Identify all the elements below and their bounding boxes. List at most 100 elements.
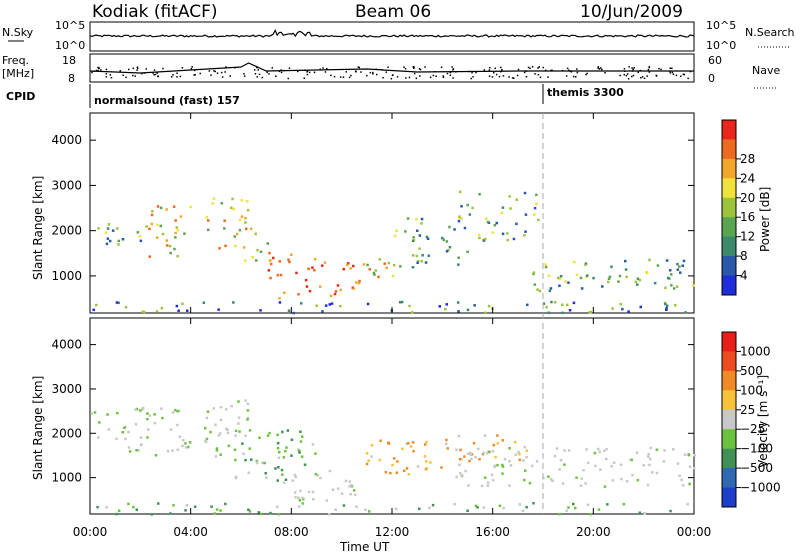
data-cell: [535, 460, 539, 463]
nave-point: [683, 73, 686, 76]
data-cell: [292, 311, 295, 315]
data-cell: [655, 448, 659, 451]
nave-point: [648, 66, 650, 69]
nave-point: [452, 68, 455, 70]
data-cell: [418, 507, 421, 511]
data-cell: [470, 457, 473, 461]
data-cell: [488, 450, 491, 454]
data-cell: [232, 301, 235, 304]
data-cell: [127, 502, 130, 506]
data-cell: [584, 482, 587, 485]
nave-point: [470, 77, 472, 80]
nave-point: [569, 70, 572, 72]
nave-point: [303, 77, 305, 79]
data-cell: [415, 218, 418, 221]
data-cell: [374, 269, 378, 272]
data-cell: [266, 434, 270, 437]
nave-point: [254, 73, 257, 75]
colorbar-tick-label: 16: [740, 210, 755, 224]
data-cell: [425, 440, 428, 444]
colorbar-tick-label: 4: [740, 269, 748, 283]
nsky-label: N.Sky: [2, 26, 34, 39]
data-cell: [463, 226, 467, 230]
data-cell: [159, 206, 163, 210]
data-cell: [537, 218, 540, 222]
data-cell: [535, 202, 538, 206]
data-cell: [282, 481, 286, 484]
nave-point: [134, 75, 136, 77]
nave-point: [415, 77, 418, 80]
nave-point: [639, 69, 642, 72]
data-cell: [412, 254, 415, 257]
nave-point: [632, 68, 634, 71]
data-cell: [177, 409, 181, 413]
data-cell: [492, 443, 495, 447]
freq-left-tick-top: 18: [62, 54, 76, 67]
colorbar-tick-label: 500: [740, 364, 763, 378]
freq-trace: [89, 62, 694, 80]
data-cell: [328, 469, 332, 473]
data-cell: [330, 302, 334, 305]
data-cell: [176, 423, 179, 427]
nave-point: [372, 71, 374, 74]
velocity-yaxis: 1000 2000 3000 4000: [51, 338, 694, 485]
nave-point: [449, 71, 452, 73]
colorbar-segment: [722, 275, 736, 296]
data-cell: [139, 436, 143, 439]
data-cell: [558, 468, 561, 471]
data-cell: [294, 491, 297, 494]
data-cell: [134, 423, 138, 426]
data-cell: [263, 461, 266, 465]
data-cell: [121, 238, 125, 241]
data-cell: [244, 434, 247, 438]
data-cell: [344, 479, 348, 483]
nave-point: [194, 69, 196, 72]
nave-point: [429, 76, 432, 78]
data-cell: [564, 280, 567, 283]
data-cell: [240, 215, 244, 218]
nave-point: [125, 76, 127, 79]
data-cell: [678, 265, 681, 268]
data-cell: [334, 508, 337, 511]
data-cell: [585, 275, 588, 279]
data-cell: [567, 281, 570, 284]
data-cell: [631, 473, 634, 477]
data-cell: [132, 505, 135, 509]
data-cell: [580, 477, 584, 480]
data-cell: [686, 502, 689, 506]
data-cell: [146, 417, 149, 421]
data-cell: [108, 239, 112, 243]
data-cell: [294, 475, 297, 479]
colorbar-tick-label: −100: [740, 442, 773, 456]
data-cell: [428, 506, 431, 510]
data-cell: [161, 416, 164, 420]
data-cell: [509, 464, 513, 467]
data-cell: [586, 461, 590, 465]
data-cell: [553, 454, 557, 458]
power-yaxis: 1000 2000 3000 4000: [51, 133, 694, 283]
data-cell: [471, 206, 474, 210]
data-cell: [305, 285, 309, 288]
xtick-label: 12:00: [375, 525, 410, 539]
data-cell: [466, 509, 469, 512]
date-title: 10/Jun/2009: [580, 2, 683, 22]
data-cell: [349, 492, 352, 496]
data-cell: [274, 467, 277, 470]
data-cell: [456, 301, 460, 304]
nave-point: [413, 72, 416, 75]
data-cell: [298, 449, 301, 452]
nave-point: [547, 76, 549, 78]
nave-point: [508, 76, 510, 78]
data-cell: [605, 447, 608, 451]
nave-point: [396, 76, 399, 78]
data-cell: [303, 463, 307, 466]
data-cell: [445, 250, 449, 253]
data-cell: [535, 193, 538, 197]
data-cell: [460, 217, 463, 220]
data-cell: [277, 456, 281, 460]
data-cell: [115, 301, 119, 304]
data-cell: [486, 484, 490, 487]
data-cell: [176, 410, 179, 413]
nave-point: [152, 72, 154, 74]
data-cell: [257, 511, 261, 514]
